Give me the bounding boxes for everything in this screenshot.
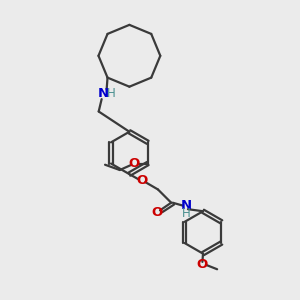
Text: N: N (181, 199, 192, 212)
Text: H: H (182, 206, 191, 220)
Text: O: O (136, 174, 147, 187)
Text: O: O (152, 206, 163, 219)
Text: H: H (107, 87, 116, 100)
Text: N: N (98, 87, 109, 100)
Text: O: O (129, 157, 140, 170)
Text: O: O (197, 258, 208, 271)
